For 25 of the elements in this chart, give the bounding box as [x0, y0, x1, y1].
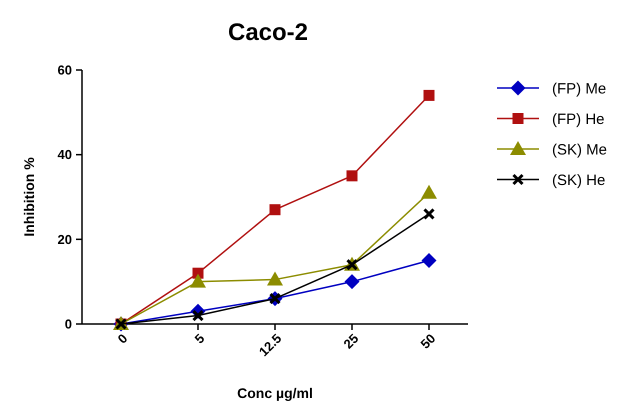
- legend-label: (FP) Me: [552, 80, 606, 98]
- y-tick-label: 40: [58, 147, 72, 162]
- point: [423, 208, 435, 220]
- x-axis-title: Conc µg/ml: [237, 385, 313, 401]
- x-tick-label: 25: [340, 330, 362, 352]
- legend-label: (FP) He: [552, 110, 604, 128]
- chart-title: Caco-2: [228, 19, 308, 46]
- point: [424, 90, 434, 101]
- y-axis-title: Inhibition %: [21, 156, 37, 237]
- x-tick-label: 50: [418, 330, 438, 352]
- point: [190, 274, 206, 288]
- point: [344, 274, 360, 290]
- y-tick-label: 20: [58, 232, 72, 247]
- legend-label: (SK) He: [552, 172, 606, 189]
- legend-label: (SK) Me: [552, 141, 608, 158]
- x-tick-label: 5: [192, 330, 208, 346]
- y-tick-label: 0: [64, 316, 72, 332]
- x-tick-label: 0: [114, 330, 130, 346]
- point: [346, 170, 358, 182]
- point: [422, 253, 436, 268]
- point: [192, 310, 204, 322]
- y-tick-label: 60: [58, 62, 72, 78]
- point: [267, 272, 283, 286]
- point: [270, 204, 280, 216]
- point: [421, 184, 437, 199]
